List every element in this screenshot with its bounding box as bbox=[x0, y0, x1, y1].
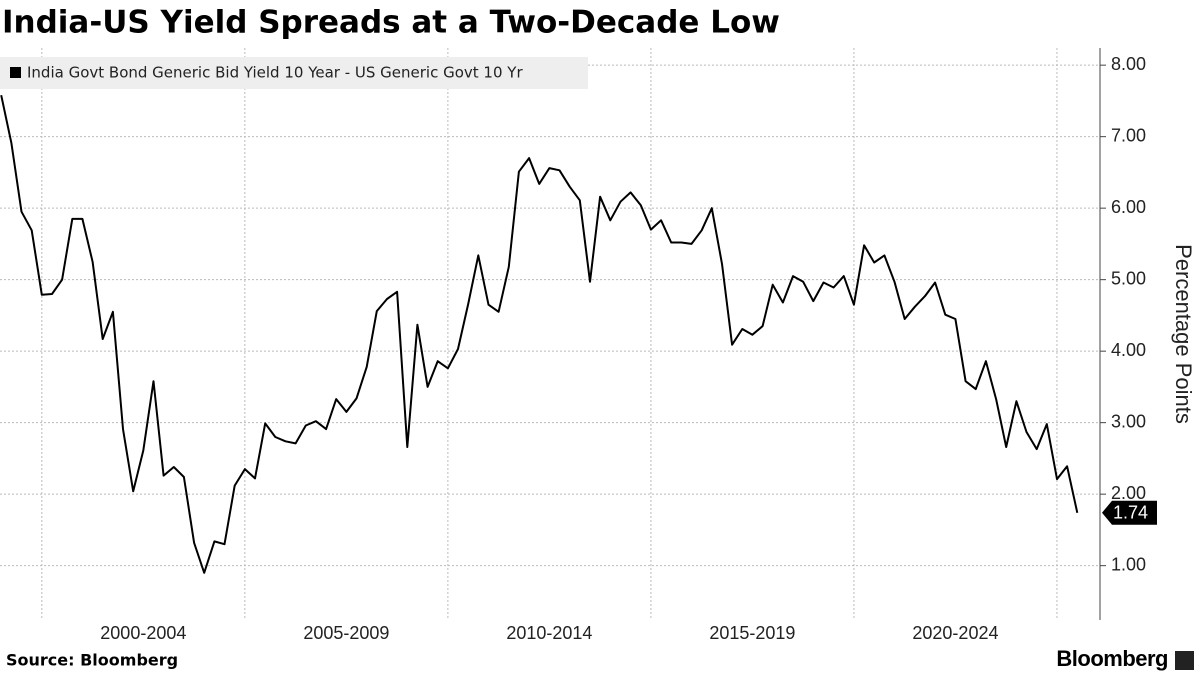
y-tick-label: 5.00 bbox=[1111, 268, 1146, 288]
y-tick-label: 1.00 bbox=[1111, 554, 1146, 574]
y-tick-label: 6.00 bbox=[1111, 197, 1146, 217]
x-tick-label: 2010-2014 bbox=[506, 623, 592, 643]
y-tick-label: 8.00 bbox=[1111, 54, 1146, 74]
brand-icon bbox=[1175, 651, 1194, 670]
y-axis-title: Percentage Points bbox=[1171, 244, 1196, 424]
line bbox=[0, 94, 1079, 574]
x-tick-label: 2015-2019 bbox=[709, 623, 795, 643]
legend-label: India Govt Bond Generic Bid Yield 10 Yea… bbox=[27, 64, 523, 82]
y-tick-label: 3.00 bbox=[1111, 411, 1146, 431]
last-value-tag bbox=[1102, 500, 1157, 525]
x-tick-label: 2005-2009 bbox=[303, 623, 389, 643]
last-value-label: 1.74 bbox=[1113, 503, 1148, 523]
legend-box bbox=[0, 57, 588, 89]
y-tick-label: 7.00 bbox=[1111, 125, 1146, 145]
chart-title: India-US Yield Spreads at a Two-Decade L… bbox=[2, 5, 780, 41]
y-tick-label: 2.00 bbox=[1111, 483, 1146, 503]
y-tick-label: 4.00 bbox=[1111, 340, 1146, 360]
brand: Bloomberg bbox=[1056, 646, 1168, 671]
x-tick-label: 2000-2004 bbox=[100, 623, 186, 643]
x-tick-label: 2020-2024 bbox=[912, 623, 998, 643]
legend-swatch bbox=[10, 67, 21, 78]
source: Source: Bloomberg bbox=[6, 651, 178, 670]
